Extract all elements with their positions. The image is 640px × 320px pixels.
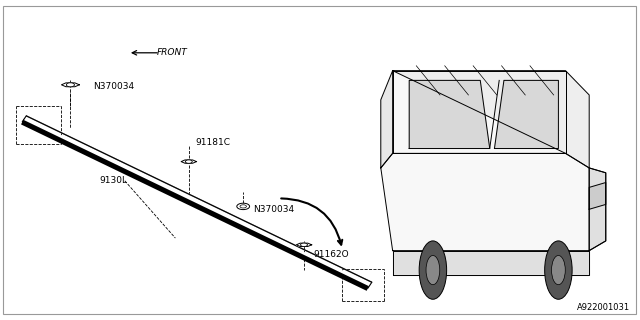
Text: 9130L: 9130L: [99, 176, 127, 185]
Text: A922001031: A922001031: [577, 303, 630, 312]
Polygon shape: [393, 71, 589, 168]
Polygon shape: [381, 71, 393, 168]
Circle shape: [301, 243, 307, 246]
Ellipse shape: [545, 241, 572, 299]
Polygon shape: [393, 251, 589, 275]
Ellipse shape: [552, 255, 565, 285]
Text: 91162O: 91162O: [314, 250, 349, 259]
Text: FRONT: FRONT: [157, 48, 188, 57]
Polygon shape: [393, 71, 566, 153]
Polygon shape: [61, 83, 79, 87]
Polygon shape: [381, 153, 589, 251]
Polygon shape: [296, 243, 312, 246]
Polygon shape: [495, 80, 558, 148]
Polygon shape: [589, 182, 605, 209]
Circle shape: [67, 83, 74, 87]
Polygon shape: [589, 168, 605, 251]
Polygon shape: [409, 80, 490, 148]
Ellipse shape: [426, 255, 440, 285]
Circle shape: [240, 205, 246, 208]
Circle shape: [186, 160, 192, 163]
Text: 91181C: 91181C: [195, 138, 230, 147]
Text: N370034: N370034: [93, 82, 134, 91]
Text: N370034: N370034: [253, 205, 294, 214]
Polygon shape: [181, 160, 196, 163]
Circle shape: [237, 203, 250, 210]
FancyArrowPatch shape: [281, 198, 342, 244]
Ellipse shape: [419, 241, 447, 299]
